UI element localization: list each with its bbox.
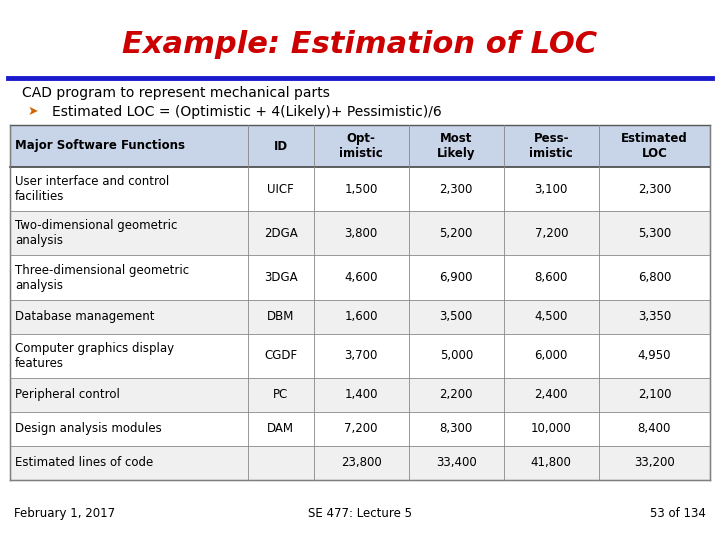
Text: Pess-
imistic: Pess- imistic — [529, 132, 573, 160]
Text: 2,300: 2,300 — [638, 183, 671, 195]
Text: 2DGA: 2DGA — [264, 227, 297, 240]
Text: 6,000: 6,000 — [535, 349, 568, 362]
Text: Estimated
LOC: Estimated LOC — [621, 132, 688, 160]
Text: Most
Likely: Most Likely — [437, 132, 475, 160]
Text: 3,800: 3,800 — [345, 227, 378, 240]
Text: 3,700: 3,700 — [345, 349, 378, 362]
Text: Computer graphics display
features: Computer graphics display features — [15, 342, 174, 370]
Text: 2,300: 2,300 — [440, 183, 473, 195]
Bar — [10, 334, 710, 378]
Bar — [10, 412, 710, 446]
Text: 33,200: 33,200 — [634, 456, 675, 469]
Text: 5,300: 5,300 — [638, 227, 671, 240]
Text: 8,400: 8,400 — [638, 422, 671, 435]
Text: DAM: DAM — [267, 422, 294, 435]
Bar — [10, 300, 710, 334]
Text: CGDF: CGDF — [264, 349, 297, 362]
Text: Example: Estimation of LOC: Example: Estimation of LOC — [122, 30, 598, 59]
Text: Database management: Database management — [15, 310, 155, 323]
Text: 7,200: 7,200 — [344, 422, 378, 435]
Bar — [10, 378, 710, 412]
Text: 1,600: 1,600 — [344, 310, 378, 323]
Text: 6,800: 6,800 — [638, 271, 671, 284]
Text: Two-dimensional geometric
analysis: Two-dimensional geometric analysis — [15, 219, 177, 247]
Text: 5,000: 5,000 — [440, 349, 473, 362]
Text: 3,100: 3,100 — [535, 183, 568, 195]
Bar — [10, 446, 710, 480]
Text: 3,500: 3,500 — [440, 310, 473, 323]
Text: 2,100: 2,100 — [638, 388, 671, 401]
Text: ID: ID — [274, 139, 288, 152]
Text: 1,500: 1,500 — [345, 183, 378, 195]
Text: 41,800: 41,800 — [531, 456, 572, 469]
Bar — [10, 211, 710, 255]
Text: 4,600: 4,600 — [344, 271, 378, 284]
Text: Three-dimensional geometric
analysis: Three-dimensional geometric analysis — [15, 264, 189, 292]
Bar — [10, 125, 710, 167]
Text: UICF: UICF — [267, 183, 294, 195]
Text: 4,500: 4,500 — [535, 310, 568, 323]
Text: ➤: ➤ — [28, 105, 38, 118]
Text: 1,400: 1,400 — [344, 388, 378, 401]
Text: CAD program to represent mechanical parts: CAD program to represent mechanical part… — [22, 86, 330, 100]
Text: 6,900: 6,900 — [439, 271, 473, 284]
Text: Opt-
imistic: Opt- imistic — [339, 132, 383, 160]
Text: 3DGA: 3DGA — [264, 271, 297, 284]
Text: PC: PC — [273, 388, 288, 401]
Text: 23,800: 23,800 — [341, 456, 382, 469]
Text: User interface and control
facilities: User interface and control facilities — [15, 175, 169, 203]
Text: 8,600: 8,600 — [535, 271, 568, 284]
Text: Estimated lines of code: Estimated lines of code — [15, 456, 153, 469]
Text: Estimated LOC = (Optimistic + 4(Likely)+ Pessimistic)/6: Estimated LOC = (Optimistic + 4(Likely)+… — [52, 105, 442, 119]
Text: 8,300: 8,300 — [440, 422, 473, 435]
Text: Major Software Functions: Major Software Functions — [15, 139, 185, 152]
Bar — [10, 167, 710, 211]
Text: 53 of 134: 53 of 134 — [650, 507, 706, 520]
Text: February 1, 2017: February 1, 2017 — [14, 507, 115, 520]
Text: 3,350: 3,350 — [638, 310, 671, 323]
Text: 7,200: 7,200 — [534, 227, 568, 240]
Text: DBM: DBM — [267, 310, 294, 323]
Text: Peripheral control: Peripheral control — [15, 388, 120, 401]
Text: 33,400: 33,400 — [436, 456, 477, 469]
Text: SE 477: Lecture 5: SE 477: Lecture 5 — [308, 507, 412, 520]
Text: 2,200: 2,200 — [439, 388, 473, 401]
Text: 10,000: 10,000 — [531, 422, 572, 435]
Text: 4,950: 4,950 — [638, 349, 671, 362]
Text: 5,200: 5,200 — [440, 227, 473, 240]
Text: Design analysis modules: Design analysis modules — [15, 422, 162, 435]
Text: 2,400: 2,400 — [534, 388, 568, 401]
Bar — [10, 255, 710, 300]
